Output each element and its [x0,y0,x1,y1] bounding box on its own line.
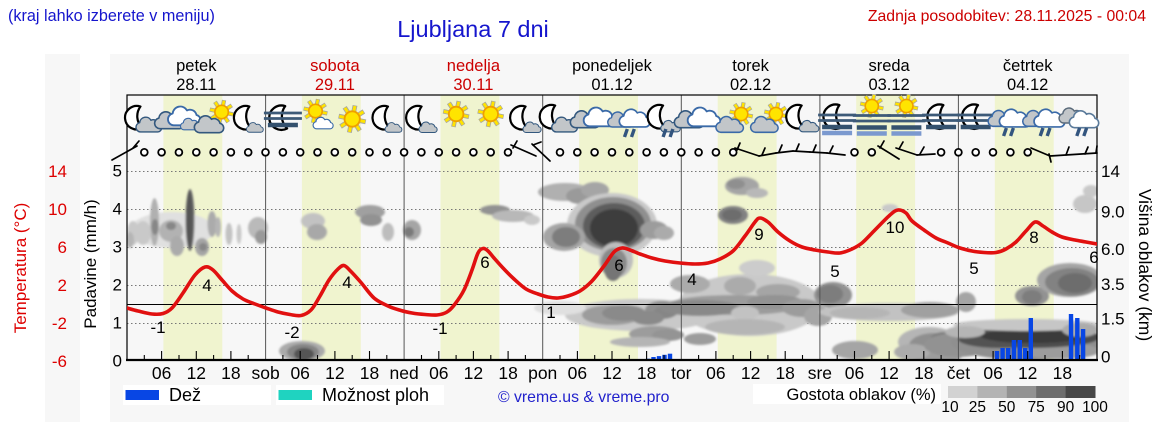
svg-text:06: 06 [845,363,864,383]
svg-text:30.11: 30.11 [453,76,493,94]
svg-text:6: 6 [58,238,67,257]
svg-text:tor: tor [671,363,692,383]
svg-text:© vreme.us & vreme.pro: © vreme.us & vreme.pro [498,389,670,406]
svg-text:02.12: 02.12 [730,76,771,94]
svg-text:12: 12 [464,363,483,383]
svg-text:četrtek: četrtek [1003,57,1053,75]
svg-text:12: 12 [879,363,898,383]
svg-text:8: 8 [1029,228,1038,247]
svg-text:pon: pon [528,363,557,383]
svg-text:12: 12 [741,363,760,383]
svg-text:Ljubljana 7 dni: Ljubljana 7 dni [397,16,549,42]
svg-text:-1: -1 [432,319,447,338]
svg-text:9: 9 [754,225,763,244]
svg-text:06: 06 [568,363,587,383]
svg-text:čet: čet [947,363,970,383]
svg-text:2: 2 [58,276,67,295]
svg-text:03.12: 03.12 [868,76,909,94]
svg-text:Zadnja posodobitev: 28.11.2025: Zadnja posodobitev: 28.11.2025 - 00:04 [868,8,1146,25]
svg-text:18: 18 [221,363,240,383]
svg-text:29.11: 29.11 [315,76,355,94]
svg-text:-1: -1 [150,318,165,337]
svg-text:Dež: Dež [169,385,201,405]
svg-text:4: 4 [342,273,351,292]
svg-text:1.5: 1.5 [1101,310,1125,329]
svg-text:-6: -6 [52,352,67,371]
svg-text:06: 06 [983,363,1002,383]
svg-text:0: 0 [113,352,122,371]
svg-text:25: 25 [969,399,986,416]
svg-text:3.5: 3.5 [1101,275,1125,294]
svg-text:1: 1 [113,314,122,333]
svg-text:4: 4 [113,200,122,219]
svg-text:sobota: sobota [310,57,360,75]
svg-text:5: 5 [969,259,978,278]
svg-text:10: 10 [886,218,905,237]
svg-text:6: 6 [614,256,623,275]
svg-text:6: 6 [1089,248,1098,267]
svg-text:10: 10 [48,200,67,219]
svg-text:Gostota oblakov (%): Gostota oblakov (%) [787,386,936,404]
svg-text:4: 4 [687,270,696,289]
svg-text:nedelja: nedelja [447,57,501,75]
svg-text:06: 06 [429,363,448,383]
svg-text:0: 0 [1101,348,1110,367]
svg-text:5: 5 [113,162,122,181]
svg-text:1: 1 [546,303,555,322]
svg-text:90: 90 [1057,399,1075,416]
svg-text:Padavine (mm/h): Padavine (mm/h) [81,199,100,328]
svg-text:50: 50 [998,399,1016,416]
svg-text:ned: ned [389,363,418,383]
svg-text:28.11: 28.11 [176,76,216,94]
svg-text:14: 14 [48,162,67,181]
svg-text:4: 4 [202,276,211,295]
svg-text:3: 3 [113,238,122,257]
svg-text:6: 6 [480,253,489,272]
svg-text:18: 18 [775,363,794,383]
svg-text:torek: torek [732,57,769,75]
svg-text:sreda: sreda [868,57,910,75]
svg-text:Možnost ploh: Možnost ploh [322,385,429,405]
svg-text:5: 5 [830,262,839,281]
svg-text:petek: petek [176,57,217,75]
svg-text:9.0: 9.0 [1101,203,1125,222]
svg-text:18: 18 [1053,363,1072,383]
svg-text:-2: -2 [52,314,67,333]
svg-text:12: 12 [1018,363,1037,383]
svg-text:12: 12 [187,363,206,383]
svg-text:06: 06 [290,363,309,383]
svg-text:06: 06 [706,363,725,383]
svg-text:01.12: 01.12 [591,76,632,94]
svg-text:18: 18 [498,363,517,383]
svg-text:(kraj lahko izberete v meniju): (kraj lahko izberete v meniju) [8,7,215,25]
svg-text:-2: -2 [284,323,299,342]
svg-text:12: 12 [602,363,621,383]
svg-text:06: 06 [152,363,171,383]
svg-text:14: 14 [1101,162,1120,181]
svg-text:12: 12 [325,363,344,383]
svg-text:sob: sob [251,363,279,383]
svg-text:04.12: 04.12 [1007,76,1048,94]
svg-text:10: 10 [941,399,959,416]
svg-text:ponedeljek: ponedeljek [572,57,653,75]
svg-text:18: 18 [637,363,656,383]
svg-text:100: 100 [1082,399,1108,416]
svg-text:18: 18 [360,363,379,383]
svg-text:sre: sre [808,363,832,383]
svg-text:Višina oblakov (km): Višina oblakov (km) [1135,189,1152,341]
svg-text:18: 18 [914,363,933,383]
svg-text:75: 75 [1028,399,1045,416]
svg-text:2: 2 [113,276,122,295]
svg-text:6.0: 6.0 [1101,240,1125,259]
svg-text:Temperatura (°C): Temperatura (°C) [11,203,30,334]
